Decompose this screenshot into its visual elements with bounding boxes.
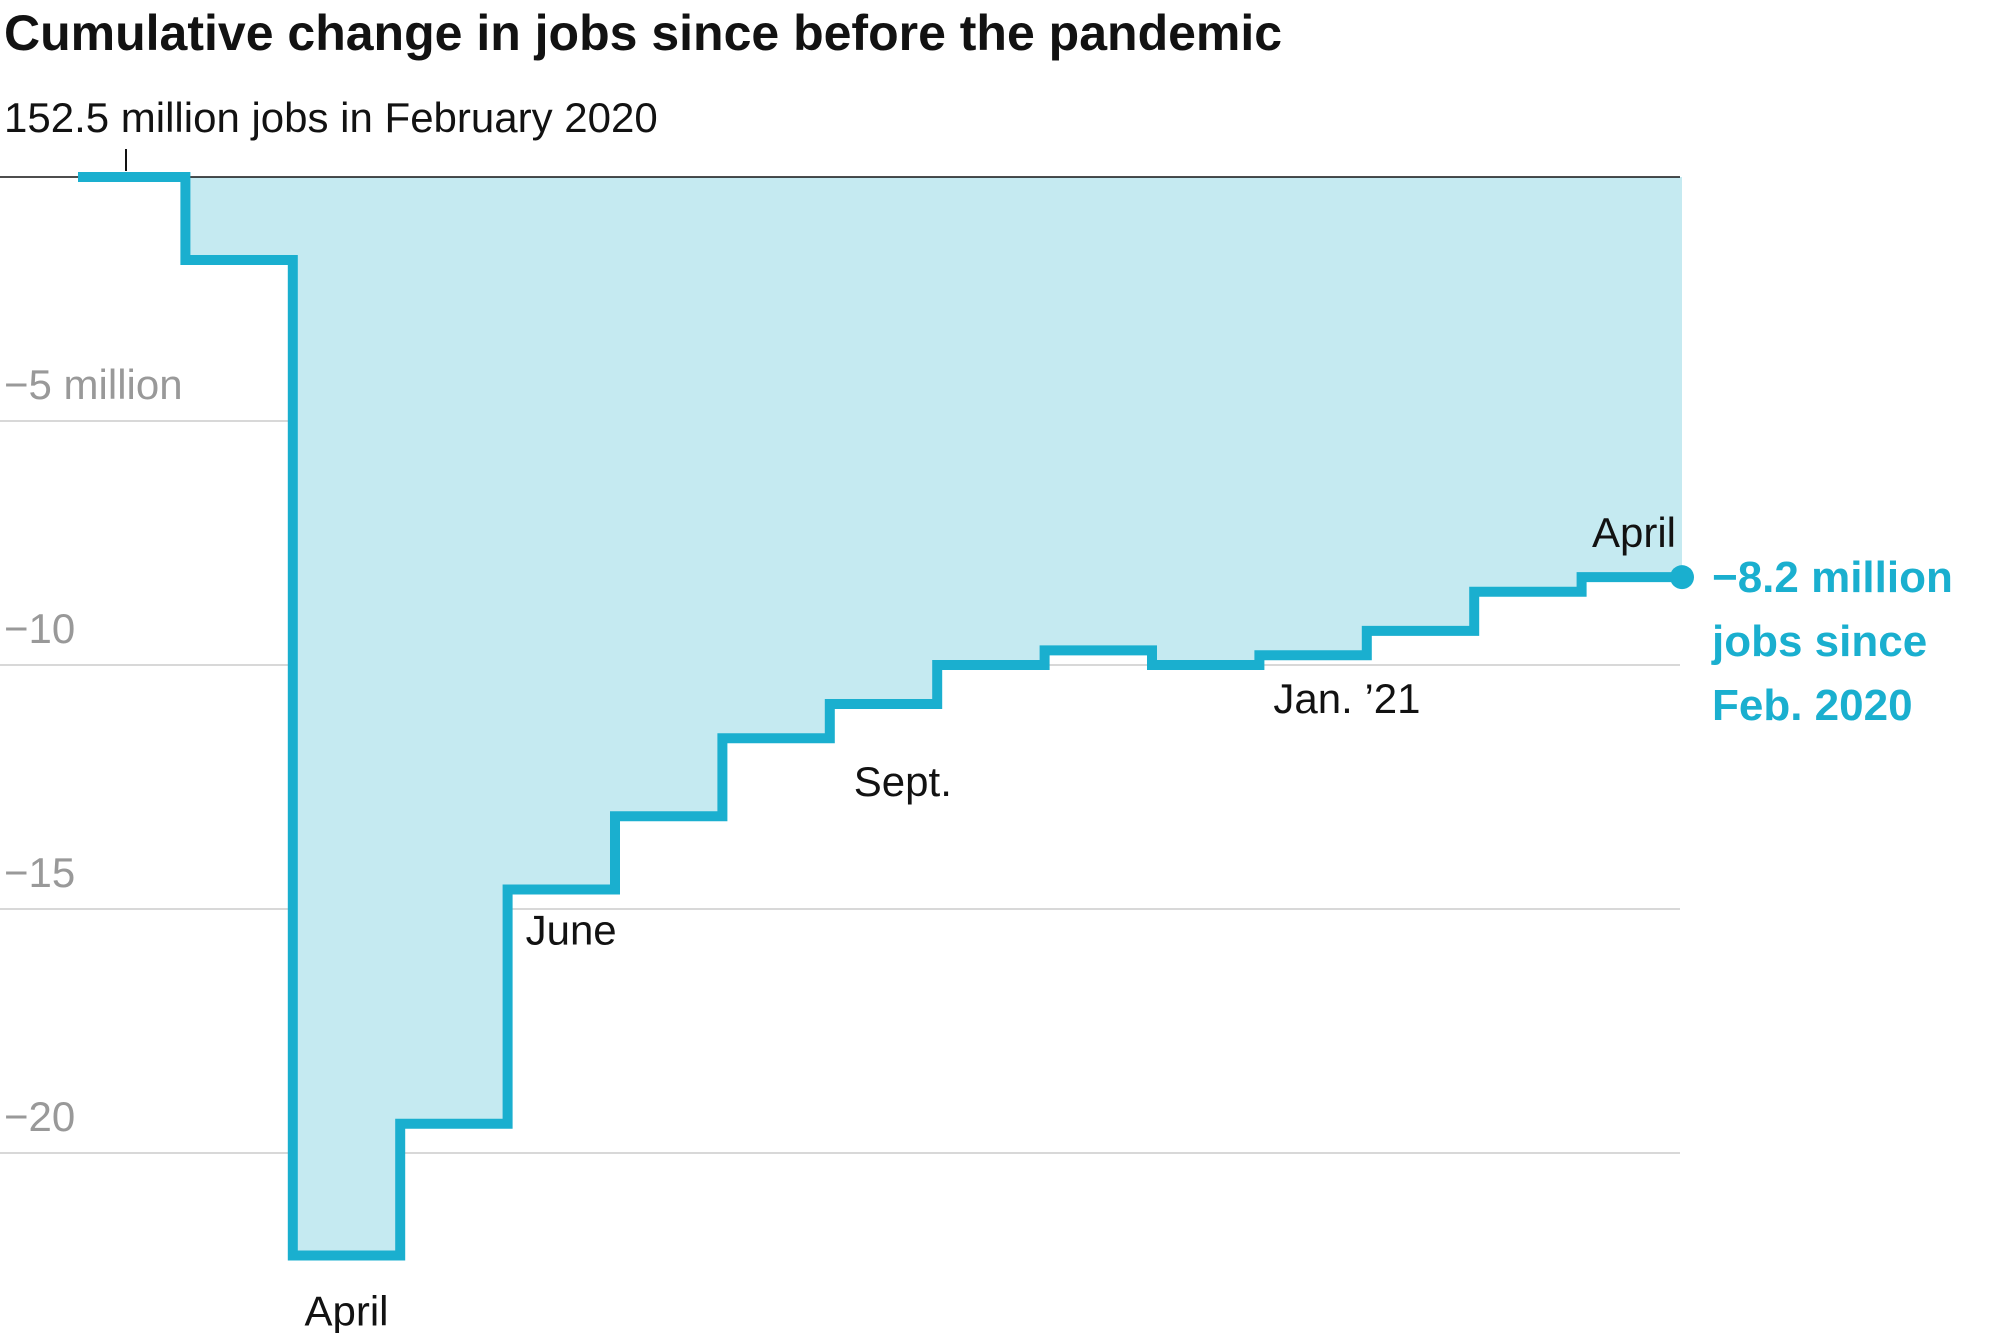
end-label-line: jobs since xyxy=(1711,617,1927,666)
end-label-line: Feb. 2020 xyxy=(1712,681,1913,730)
y-tick-label: −5 million xyxy=(4,361,183,408)
month-label: April xyxy=(304,1287,388,1333)
y-tick-label: −10 xyxy=(4,605,75,652)
month-label: June xyxy=(526,906,617,953)
y-axis-ticks: −5 million −10 −15 −20 xyxy=(4,361,183,1140)
chart-title: Cumulative change in jobs since before t… xyxy=(4,5,1282,61)
end-value-label: −8.2 million jobs since Feb. 2020 xyxy=(1711,553,1953,730)
job-change-line xyxy=(78,172,1682,1261)
y-tick-label: −15 xyxy=(4,849,75,896)
end-point-marker xyxy=(1670,565,1694,590)
y-tick-label: −20 xyxy=(4,1093,75,1140)
chart-subtitle: 152.5 million jobs in February 2020 xyxy=(4,94,658,141)
job-loss-area xyxy=(78,177,1682,1256)
month-label: Jan. ’21 xyxy=(1273,675,1420,722)
month-label: April xyxy=(1592,509,1676,556)
month-label: Sept. xyxy=(854,758,952,805)
month-labels: April June Sept. Jan. ’21 April xyxy=(304,509,1676,1333)
end-label-line: −8.2 million xyxy=(1712,553,1953,602)
